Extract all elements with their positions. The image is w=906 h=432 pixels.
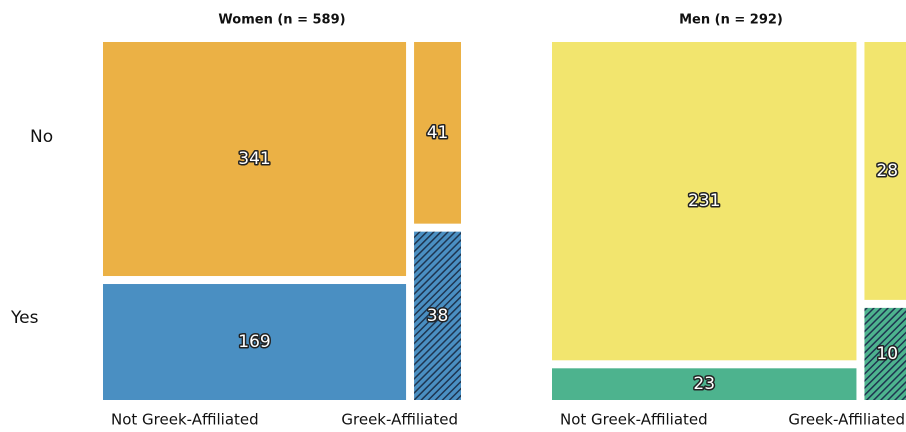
mosaic-cell <box>552 42 857 361</box>
category-label: Not Greek-Affiliated <box>560 411 708 429</box>
mosaic-cell <box>864 307 906 400</box>
mosaic-cell <box>103 284 407 400</box>
category-label: Not Greek-Affiliated <box>111 411 259 429</box>
cell-label: 38 <box>427 306 449 326</box>
cell-label: 28 <box>876 161 898 181</box>
category-label: Greek-Affiliated <box>341 411 458 429</box>
mosaic-cell <box>414 42 461 224</box>
cell-label: 341 <box>238 149 270 169</box>
category-label: Greek-Affiliated <box>788 411 905 429</box>
panel-title: Women (n = 589) <box>218 13 345 28</box>
cell-label: 169 <box>238 332 270 352</box>
cell-label: 41 <box>427 123 449 143</box>
row-label: No <box>30 127 53 147</box>
cell-label: 23 <box>693 374 715 394</box>
cell-label: 231 <box>688 191 720 211</box>
panel-title: Men (n = 292) <box>679 13 783 28</box>
mosaic-cell <box>552 368 857 400</box>
cell-label: 10 <box>876 344 898 364</box>
mosaic-cell <box>864 42 906 300</box>
row-label: Yes <box>10 308 39 328</box>
mosaic-cell <box>414 231 461 400</box>
mosaic-cell <box>103 42 407 277</box>
